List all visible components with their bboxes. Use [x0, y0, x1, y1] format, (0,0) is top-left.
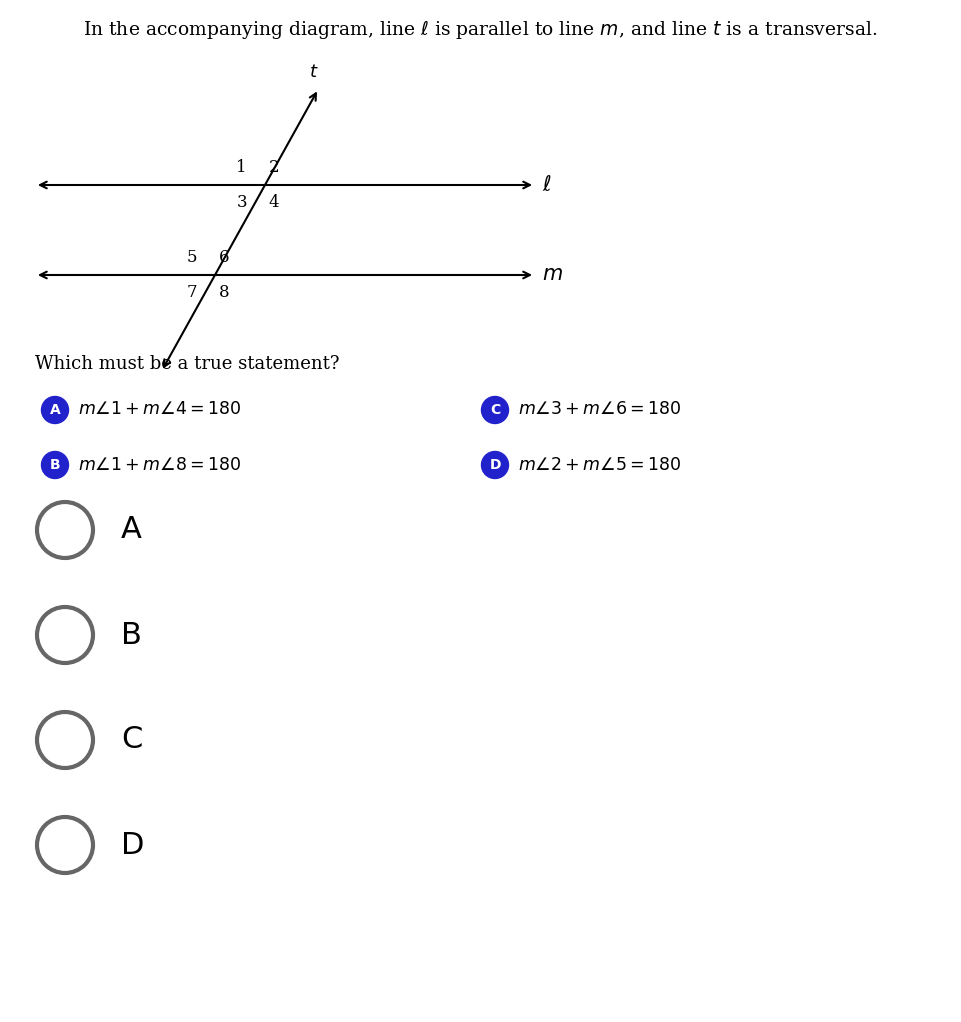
Text: 3: 3 [236, 194, 247, 211]
Text: 1: 1 [236, 159, 247, 176]
Text: $m\angle 3 + m\angle 6 = 180$: $m\angle 3 + m\angle 6 = 180$ [518, 402, 681, 418]
Text: 7: 7 [186, 284, 197, 301]
Text: 4: 4 [269, 194, 280, 211]
Text: $m\angle 2 + m\angle 5 = 180$: $m\angle 2 + m\angle 5 = 180$ [518, 457, 681, 473]
Text: $t$: $t$ [308, 62, 318, 81]
Text: C: C [490, 403, 500, 417]
Text: A: A [50, 403, 61, 417]
Text: 2: 2 [269, 159, 280, 176]
Text: 6: 6 [218, 249, 229, 266]
Text: C: C [121, 726, 142, 754]
Text: A: A [121, 515, 142, 545]
Text: B: B [50, 458, 61, 472]
Text: B: B [121, 620, 142, 650]
Text: $m$: $m$ [542, 266, 563, 284]
Text: $m\angle 1 + m\angle 4 = 180$: $m\angle 1 + m\angle 4 = 180$ [78, 402, 242, 418]
Text: D: D [121, 831, 144, 860]
Text: In the accompanying diagram, line $\ell$ is parallel to line $m$, and line $t$ i: In the accompanying diagram, line $\ell$… [84, 18, 877, 41]
Circle shape [41, 452, 68, 478]
Text: $m\angle 1 + m\angle 8 = 180$: $m\angle 1 + m\angle 8 = 180$ [78, 457, 242, 473]
Text: $\ell$: $\ell$ [542, 175, 552, 195]
Circle shape [481, 397, 508, 423]
Text: Which must be a true statement?: Which must be a true statement? [35, 355, 339, 373]
Text: 5: 5 [186, 249, 197, 266]
Text: 8: 8 [218, 284, 230, 301]
Text: D: D [489, 458, 501, 472]
Circle shape [481, 452, 508, 478]
Circle shape [41, 397, 68, 423]
